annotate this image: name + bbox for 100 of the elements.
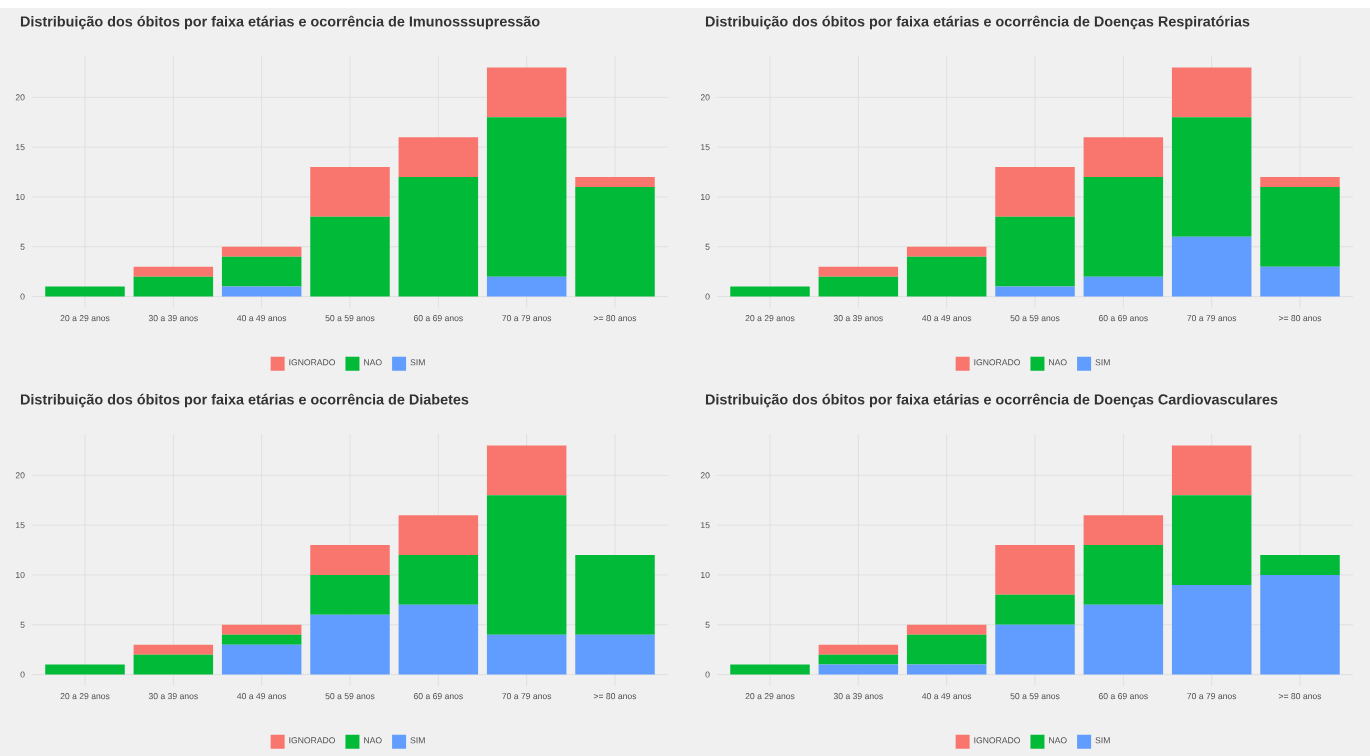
y-tick-label: 0 — [705, 671, 710, 678]
chart-title: Distribuição dos óbitos por faixa etárias e ocorrência de Doenças Cardiovasculares — [705, 393, 1278, 408]
bar — [1260, 186, 1340, 267]
bar — [310, 574, 390, 615]
legend-label: SIM — [410, 359, 425, 366]
bar — [1083, 137, 1164, 178]
bar — [995, 216, 1075, 287]
x-tick-label: >= 80 anos — [593, 693, 637, 700]
bar — [486, 495, 567, 635]
legend-label: SIM — [1095, 737, 1110, 744]
x-tick-label: 50 a 59 anos — [1010, 315, 1060, 322]
x-tick-label: 60 a 69 anos — [1098, 315, 1148, 322]
y-tick-label: 5 — [705, 621, 710, 628]
x-tick-label: 70 a 79 anos — [1187, 693, 1237, 700]
bar — [310, 614, 390, 675]
legend-label: IGNORADO — [974, 359, 1021, 366]
x-tick-label: 20 a 29 anos — [60, 315, 110, 322]
x-tick-label: 20 a 29 anos — [745, 315, 795, 322]
bar — [133, 266, 214, 277]
bar — [730, 286, 810, 297]
x-tick-label: 60 a 69 anos — [413, 693, 463, 700]
legend-label: SIM — [410, 737, 425, 744]
y-tick-label: 15 — [16, 522, 25, 529]
y-tick-label: 15 — [701, 522, 710, 529]
bar — [818, 664, 899, 675]
bar — [906, 624, 987, 635]
bar — [133, 654, 214, 675]
legend-label: NAO — [364, 737, 382, 744]
bar — [1260, 574, 1340, 675]
y-tick-label: 10 — [16, 571, 25, 578]
x-tick-label: >= 80 anos — [1278, 693, 1322, 700]
bar — [221, 246, 302, 257]
bar — [1171, 117, 1252, 237]
chart-title: Distribuição dos óbitos por faixa etárias e ocorrência de Doenças Respiratórias — [705, 15, 1250, 30]
bar — [995, 594, 1075, 625]
bar — [1083, 177, 1164, 277]
x-tick-label: 50 a 59 anos — [1010, 693, 1060, 700]
legend-label: IGNORADO — [289, 737, 336, 744]
bar — [1171, 445, 1252, 496]
y-tick-label: 5 — [20, 243, 25, 250]
bar — [1171, 236, 1252, 297]
y-tick-label: 15 — [16, 144, 25, 151]
bar — [486, 117, 567, 277]
x-tick-label: 40 a 49 anos — [236, 315, 287, 322]
bar — [221, 644, 302, 675]
legend-label: IGNORADO — [289, 359, 336, 366]
bar — [486, 445, 567, 496]
bar — [575, 186, 655, 297]
bar — [995, 624, 1075, 675]
bar — [310, 167, 390, 217]
chart-title: Distribuição dos óbitos por faixa etárias e ocorrência de Diabetes — [20, 393, 469, 408]
bar — [221, 256, 302, 287]
bar — [818, 276, 899, 297]
bar — [575, 555, 655, 635]
bar — [486, 634, 567, 675]
bar — [818, 644, 899, 655]
bar — [1083, 545, 1164, 605]
chart-title: Distribuição dos óbitos por faixa etárias e ocorrência de Imunosssupressão — [20, 15, 540, 30]
bar — [398, 604, 479, 675]
bar — [906, 664, 987, 675]
y-tick-label: 15 — [701, 144, 710, 151]
bar — [1171, 67, 1252, 118]
bar — [221, 634, 302, 645]
y-tick-label: 0 — [705, 293, 710, 300]
bar — [45, 286, 125, 297]
bar — [398, 515, 479, 556]
y-tick-label: 10 — [701, 571, 710, 578]
legend-label: SIM — [1095, 359, 1110, 366]
bar — [995, 167, 1075, 217]
x-tick-label: 40 a 49 anos — [236, 693, 287, 700]
x-tick-label: 70 a 79 anos — [1187, 315, 1237, 322]
bar — [995, 545, 1075, 595]
x-tick-label: 30 a 39 anos — [148, 693, 198, 700]
bar — [398, 555, 479, 605]
bar — [818, 266, 899, 277]
y-tick-label: 20 — [700, 472, 710, 479]
bar — [906, 246, 987, 257]
bar — [906, 256, 987, 297]
x-tick-label: 50 a 59 anos — [325, 693, 375, 700]
bar — [133, 276, 214, 297]
bar — [133, 644, 214, 655]
y-tick-label: 20 — [15, 472, 25, 479]
bar — [1260, 266, 1340, 297]
bar — [486, 276, 567, 297]
x-tick-label: 60 a 69 anos — [413, 315, 463, 322]
x-tick-label: 70 a 79 anos — [502, 315, 552, 322]
bar — [1171, 495, 1252, 585]
legend-label: IGNORADO — [974, 737, 1021, 744]
bar — [995, 286, 1075, 297]
bar — [398, 177, 479, 297]
x-tick-label: >= 80 anos — [593, 315, 637, 322]
x-tick-label: 30 a 39 anos — [833, 693, 883, 700]
legend-label: NAO — [1049, 737, 1067, 744]
x-tick-label: 40 a 49 anos — [922, 315, 972, 322]
x-tick-label: 20 a 29 anos — [60, 693, 110, 700]
x-tick-label: 20 a 29 anos — [745, 693, 795, 700]
bar — [1260, 555, 1340, 575]
bar — [45, 664, 125, 675]
bar — [730, 664, 810, 675]
y-tick-label: 0 — [20, 293, 25, 300]
